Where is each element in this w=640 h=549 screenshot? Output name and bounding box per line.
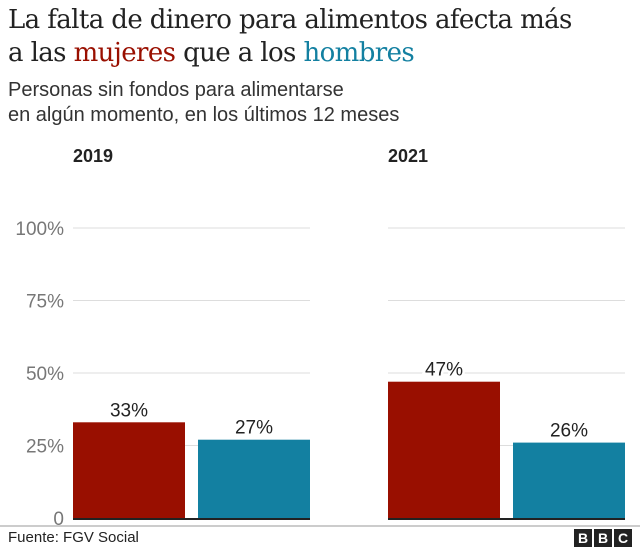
y-tick-label: 100% bbox=[15, 219, 64, 240]
y-tick-label: 75% bbox=[26, 292, 64, 313]
subtitle-line2: en algún momento, en los últimos 12 mese… bbox=[8, 104, 400, 126]
source-note: Fuente: FGV Social bbox=[8, 529, 139, 546]
title-text: a las bbox=[8, 38, 74, 68]
bar-hombres bbox=[513, 442, 625, 518]
y-tick-label: 0 bbox=[53, 509, 64, 530]
subtitle-line1: Personas sin fondos para alimentarse bbox=[8, 79, 344, 101]
y-tick-label: 25% bbox=[26, 437, 64, 458]
y-tick-label: 50% bbox=[26, 364, 64, 385]
title-line1: La falta de dinero para alimentos afecta… bbox=[8, 5, 572, 35]
bar-mujeres bbox=[73, 422, 185, 518]
panel-title: 2019 bbox=[73, 146, 113, 166]
bar-mujeres bbox=[388, 381, 500, 518]
data-label: 26% bbox=[550, 421, 588, 442]
title-women: mujeres bbox=[73, 38, 176, 68]
data-label: 33% bbox=[110, 400, 148, 421]
data-label: 47% bbox=[425, 360, 463, 381]
title-men: hombres bbox=[303, 38, 415, 68]
title-text: que a los bbox=[175, 38, 304, 68]
chart-title: La falta de dinero para alimentos afecta… bbox=[8, 4, 572, 70]
data-label: 27% bbox=[235, 418, 273, 439]
panel-title: 2021 bbox=[388, 146, 428, 166]
bar-hombres bbox=[198, 439, 310, 518]
chart-subtitle: Personas sin fondos para alimentarse en … bbox=[8, 78, 399, 128]
